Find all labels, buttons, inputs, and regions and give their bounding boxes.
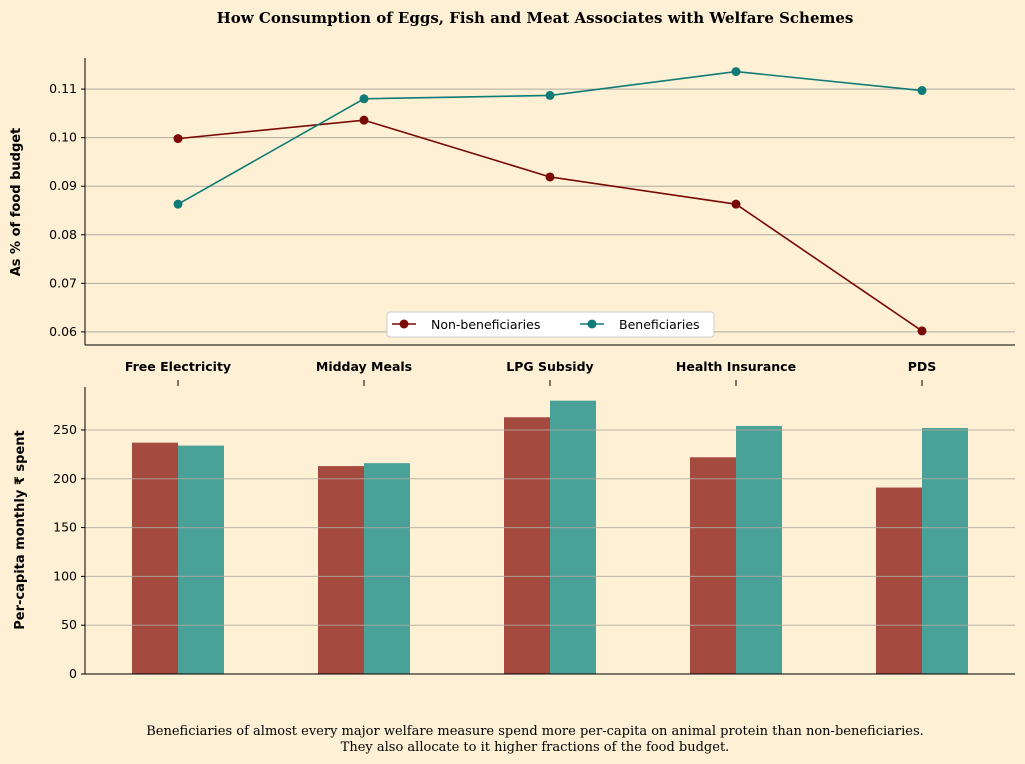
bottom-y-tick-label: 250 (53, 422, 77, 437)
bar-non-beneficiaries (876, 487, 922, 674)
bottom-y-tick-label: 150 (53, 520, 77, 535)
bar-beneficiaries (736, 426, 782, 674)
bottom-y-tick-label: 100 (53, 568, 77, 583)
bar-non-beneficiaries (318, 466, 364, 674)
data-point (917, 86, 927, 96)
data-point (917, 326, 927, 336)
bottom-y-tick-label: 50 (61, 617, 77, 632)
x-tick-label: Free Electricity (125, 359, 231, 374)
series-line-0 (177, 119, 923, 332)
top-y-axis-label: As % of food budget (9, 128, 24, 277)
legend-label: Beneficiaries (619, 317, 700, 332)
data-point (731, 199, 741, 209)
bottom-y-tick-label: 0 (69, 666, 77, 681)
bar-non-beneficiaries (504, 417, 550, 674)
legend-marker-icon (587, 319, 597, 329)
bar-beneficiaries (178, 445, 224, 674)
x-tick-label: PDS (908, 359, 937, 374)
top-y-tick-label: 0.07 (49, 275, 77, 290)
bar-non-beneficiaries (690, 457, 736, 674)
caption-line-2: They also allocate to it higher fraction… (341, 740, 730, 755)
data-point (359, 94, 369, 104)
bar-non-beneficiaries (132, 442, 178, 674)
x-tick-label: LPG Subsidy (506, 359, 593, 374)
bottom-y-tick-label: 200 (53, 471, 77, 486)
top-y-tick-label: 0.10 (49, 130, 77, 145)
data-point (731, 67, 741, 77)
top-y-tick-label: 0.08 (49, 227, 77, 242)
bottom-y-axis-label: Per-capita monthly ₹ spent (13, 430, 28, 629)
x-tick-label: Midday Meals (316, 359, 412, 374)
data-point (545, 90, 555, 100)
legend-label: Non-beneficiaries (431, 317, 540, 332)
data-point (359, 115, 369, 125)
top-y-tick-label: 0.09 (49, 178, 77, 193)
chart-title: How Consumption of Eggs, Fish and Meat A… (217, 9, 854, 27)
caption-line-1: Beneficiaries of almost every major welf… (146, 724, 924, 739)
data-point (173, 199, 183, 209)
top-y-tick-label: 0.06 (49, 324, 77, 339)
bar-beneficiaries (550, 400, 596, 674)
data-point (173, 134, 183, 144)
legend-marker-icon (399, 319, 409, 329)
bar-beneficiaries (922, 428, 968, 674)
bar-beneficiaries (364, 463, 410, 674)
x-tick-label: Health Insurance (676, 359, 796, 374)
data-point (545, 172, 555, 182)
legend-box (386, 311, 715, 338)
top-y-tick-label: 0.11 (49, 81, 77, 96)
